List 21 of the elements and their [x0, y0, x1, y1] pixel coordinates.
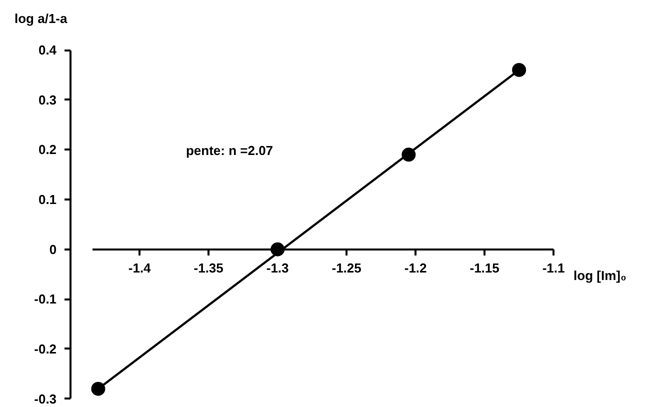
- y-axis-title: log a/1-a: [14, 11, 68, 26]
- y-tick-label: -0.1: [34, 292, 57, 307]
- point: [402, 148, 416, 162]
- x-tick-label: -1.35: [194, 260, 224, 276]
- x-tick-label: -1.25: [332, 260, 362, 276]
- x-tick-label: -1.15: [470, 260, 500, 276]
- y-tick-label: -0.2: [34, 341, 57, 356]
- point: [91, 382, 106, 396]
- x-tick-label: -1.1: [542, 260, 565, 276]
- x-tick-label: -1.3: [266, 260, 289, 276]
- y-tick-label: 0.1: [38, 192, 57, 207]
- annotation: pente: n =2.07: [186, 143, 274, 158]
- x-axis-title: log [Im]₀: [574, 268, 626, 283]
- y-tick-label: 0.4: [38, 42, 58, 58]
- y-tick-label: 0.2: [38, 142, 57, 158]
- point: [512, 62, 526, 77]
- y-tick-label: 0.3: [38, 92, 57, 108]
- x-tick-label: -1.2: [404, 260, 427, 276]
- y-tick-label: 0: [49, 242, 57, 257]
- y-tick-label: -0.3: [34, 391, 57, 406]
- x-tick-label: -1.4: [128, 260, 152, 276]
